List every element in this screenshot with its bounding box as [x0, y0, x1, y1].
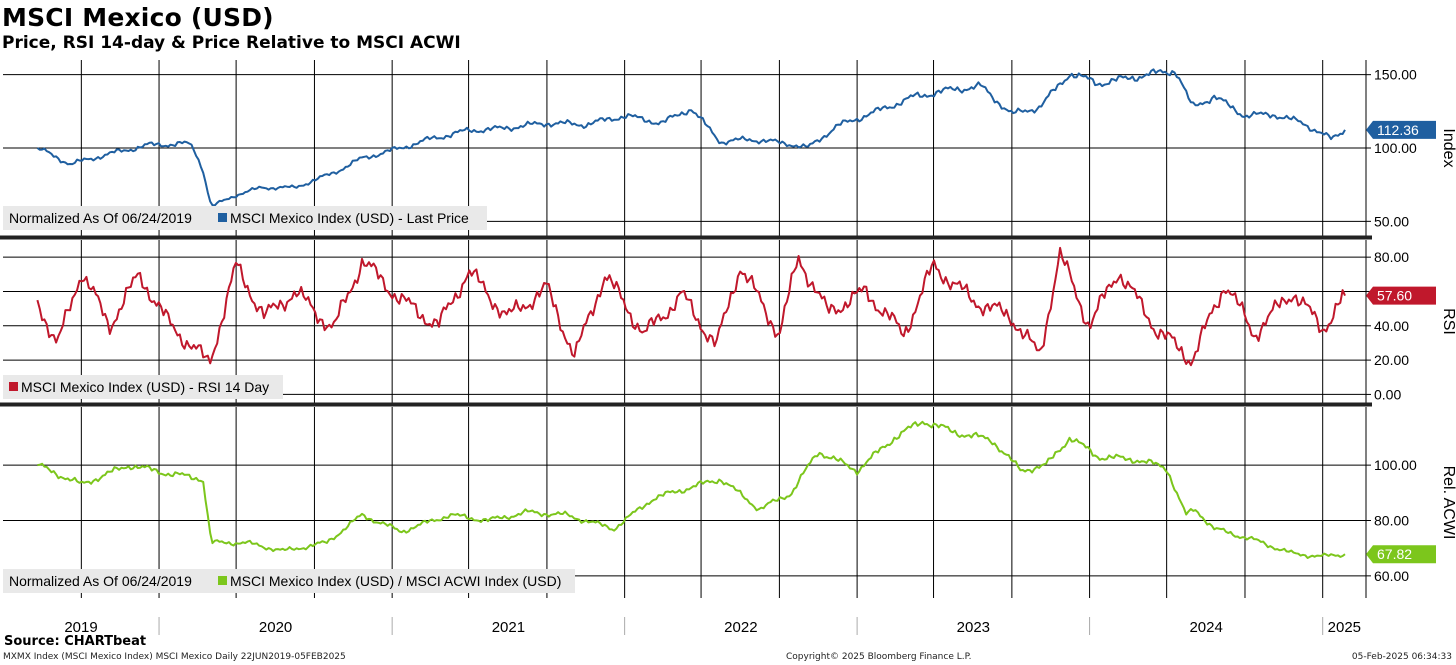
legend-note: Normalized As Of 06/24/2019: [9, 210, 192, 226]
y-tick-label: 100.00: [1374, 457, 1417, 473]
legend-swatch: [218, 576, 227, 585]
footer-copyright: Copyright© 2025 Bloomberg Finance L.P.: [786, 652, 972, 662]
footer-ticker-info: MXMX Index (MSCI Mexico Index) MSCI Mexi…: [3, 652, 346, 662]
price-last-value-label: 112.36: [1377, 122, 1419, 138]
rsi-last-value-tag: 57.60: [1366, 286, 1436, 305]
x-tick-label: 2021: [492, 619, 525, 636]
chart-title: MSCI Mexico (USD): [2, 3, 274, 32]
rsi-last-value-label: 57.60: [1377, 288, 1412, 304]
y-tick-label: 0.00: [1374, 386, 1401, 402]
x-tick-label: 2025: [1328, 619, 1361, 636]
legend-series-label: MSCI Mexico Index (USD) - Last Price: [230, 210, 469, 226]
source-note: Source: CHARTbeat: [4, 634, 147, 649]
panel-separator: [0, 235, 1372, 240]
relative-last-value-tag: 67.82: [1366, 545, 1436, 564]
footer-timestamp: 05-Feb-2025 06:34:33: [1351, 652, 1452, 662]
x-tick-label: 2019: [64, 619, 97, 636]
panel-separator: [0, 402, 1372, 407]
relative-series-line: [37, 420, 1346, 559]
y-tick-label: 20.00: [1374, 352, 1409, 368]
y-tick-label: 80.00: [1374, 249, 1409, 265]
legend-swatch: [9, 382, 18, 391]
legend-series-label: MSCI Mexico Index (USD) / MSCI ACWI Inde…: [230, 573, 561, 589]
y-tick-label: 50.00: [1374, 213, 1409, 229]
legend-note: Normalized As Of 06/24/2019: [9, 573, 192, 589]
legend-swatch: [218, 213, 227, 222]
price-series-line: [36, 68, 1346, 207]
relative-axis-name: Rel. ACWI: [1440, 466, 1456, 540]
x-tick-label: 2024: [1189, 619, 1222, 636]
x-tick-label: 2020: [259, 619, 292, 636]
x-axis: 2019 2020 2021 2022 2023 2024 2025: [64, 617, 1361, 636]
x-tick-label: 2022: [724, 619, 757, 636]
rsi-legend: MSCI Mexico Index (USD) - RSI 14 Day: [3, 375, 283, 399]
chart-panel-3: 60.00 80.00 100.00 67.82 Rel. ACWI Normalized…: [3, 407, 1456, 598]
y-tick-label: 60.00: [1374, 568, 1409, 584]
relative-last-value-label: 67.82: [1377, 546, 1412, 562]
y-tick-label: 80.00: [1374, 512, 1409, 528]
relative-legend: Normalized As Of 06/24/2019 MSCI Mexico I…: [3, 569, 575, 593]
y-tick-label: 100.00: [1374, 140, 1417, 156]
y-tick-label: 150.00: [1374, 67, 1417, 83]
chart-panel-1: 50.00 100.00 150.00 112.36 Index Normalized A…: [3, 60, 1456, 236]
chart-subtitle: Price, RSI 14-day & Price Relative to MS…: [2, 33, 461, 53]
legend-series-label: MSCI Mexico Index (USD) - RSI 14 Day: [21, 379, 269, 395]
x-tick-label: 2023: [957, 619, 990, 636]
price-axis-name: Index: [1440, 128, 1456, 167]
rsi-axis-name: RSI: [1440, 308, 1456, 335]
y-tick-label: 40.00: [1374, 318, 1409, 334]
price-last-value-tag: 112.36: [1366, 120, 1436, 139]
rsi-series-line: [36, 246, 1346, 367]
price-legend: Normalized As Of 06/24/2019 MSCI Mexico I…: [3, 206, 487, 230]
